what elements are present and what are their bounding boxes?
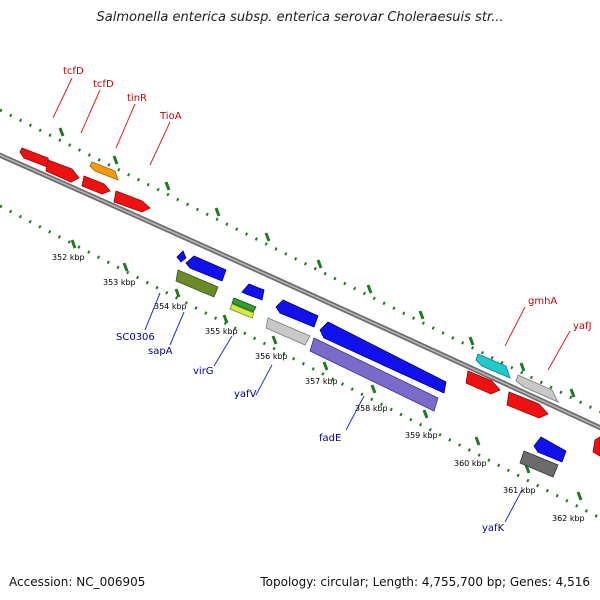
gene-arrow[interactable]	[465, 370, 501, 395]
tick-label: 353 kbp	[103, 278, 136, 287]
tick-label: 355 kbp	[205, 327, 238, 336]
gene-arrow-yafJ[interactable]	[515, 374, 559, 403]
tick-label: 361 kbp	[503, 486, 536, 495]
gene-arrow[interactable]	[533, 436, 567, 463]
forward-guide-track	[0, 108, 600, 414]
tick-mark	[222, 314, 229, 324]
leader-line	[144, 292, 161, 331]
tick-mark	[422, 409, 429, 419]
tick-label: 354 kbp	[154, 302, 187, 311]
leader-line	[169, 311, 185, 346]
tick-label: 359 kbp	[405, 431, 438, 440]
reverse-genes	[175, 250, 567, 478]
tick-label: 358 kbp	[355, 404, 388, 413]
leader-line	[149, 121, 171, 166]
leader-line	[52, 77, 73, 119]
gene-arrow-yafV[interactable]	[265, 317, 311, 346]
tick-mark	[519, 362, 526, 372]
gene-arrow-sapA[interactable]	[175, 269, 219, 298]
gene-arrow[interactable]	[176, 250, 187, 263]
gene-arrow-yafK[interactable]	[519, 450, 559, 478]
gene-arrow[interactable]	[506, 391, 549, 419]
tick-mark	[468, 336, 475, 346]
tick-label: 357 kbp	[305, 377, 338, 386]
organism-title: Salmonella enterica subsp. enterica sero…	[96, 10, 504, 25]
tick-label: 352 kbp	[52, 253, 85, 262]
reverse-guide-track	[0, 204, 600, 520]
tick-mark	[316, 259, 323, 269]
leader-line	[504, 306, 526, 347]
tick-label: 360 kbp	[454, 459, 487, 468]
tick-mark	[264, 232, 271, 242]
forward-genes	[19, 147, 600, 457]
tick-mark	[174, 288, 181, 298]
leader-line	[115, 103, 136, 149]
gene-label-SC0306[interactable]: SC0306	[116, 332, 155, 343]
gene-arrow-gmhA[interactable]	[475, 353, 511, 379]
gene-arrow[interactable]	[241, 283, 265, 301]
tick-label: 356 kbp	[255, 352, 288, 361]
tick-mark	[112, 155, 119, 165]
leader-line	[504, 489, 523, 523]
gene-arrow[interactable]	[81, 175, 111, 195]
accession-text: Accession: NC_006905	[9, 575, 146, 589]
gene-arrow[interactable]	[592, 436, 600, 457]
tick-mark	[524, 464, 531, 474]
genome-summary-text: Topology: circular; Length: 4,755,700 bp…	[260, 575, 590, 589]
gene-arrow-tinR[interactable]	[89, 161, 119, 181]
gene-arrow-fadE[interactable]	[309, 337, 439, 412]
gene-label-tinR[interactable]: tinR	[127, 93, 147, 104]
tick-mark	[164, 181, 171, 191]
tick-label: 362 kbp	[552, 514, 585, 523]
tick-mark	[58, 127, 65, 137]
tick-mark	[366, 284, 373, 294]
gene-arrow[interactable]	[319, 321, 447, 394]
gene-arrow-virG[interactable]	[229, 303, 255, 319]
gene-label-gmhA[interactable]: gmhA	[528, 296, 557, 307]
leader-line	[80, 89, 101, 134]
tick-mark	[474, 436, 481, 446]
tick-mark	[70, 239, 77, 249]
gene-arrow[interactable]	[113, 190, 151, 213]
gene-arrow[interactable]	[275, 299, 319, 328]
gene-label-virG[interactable]: virG	[193, 366, 214, 377]
tick-mark	[569, 388, 576, 398]
gene-arrow[interactable]	[185, 255, 227, 282]
gene-label-sapA[interactable]: sapA	[148, 346, 173, 357]
leader-line	[213, 335, 233, 367]
gene-arrow[interactable]	[231, 297, 257, 313]
gene-arrow[interactable]	[45, 159, 80, 183]
leader-line	[547, 330, 571, 371]
leader-line	[345, 395, 365, 431]
tick-mark	[370, 384, 377, 394]
gene-label-yafJ[interactable]: yafJ	[573, 321, 592, 332]
tick-mark	[576, 491, 583, 501]
tick-mark	[322, 361, 329, 371]
tick-mark	[214, 207, 221, 217]
leader-line	[255, 364, 273, 396]
tick-mark	[122, 262, 129, 272]
genome-backbone-highlight	[0, 154, 600, 429]
gene-arrow[interactable]	[19, 147, 51, 169]
gene-label-yafV[interactable]: yafV	[234, 389, 257, 400]
gene-label-tcfD[interactable]: tcfD	[93, 79, 114, 90]
gene-label-TioA[interactable]: TioA	[159, 111, 182, 122]
gene-label-yafK[interactable]: yafK	[482, 523, 505, 534]
tick-mark	[271, 335, 278, 345]
tick-mark	[418, 310, 425, 320]
gene-label-tcfD[interactable]: tcfD	[63, 66, 84, 77]
forward-label-leaders	[52, 77, 571, 371]
reverse-label-leaders	[144, 292, 523, 523]
gene-label-fadE[interactable]: fadE	[319, 433, 341, 444]
